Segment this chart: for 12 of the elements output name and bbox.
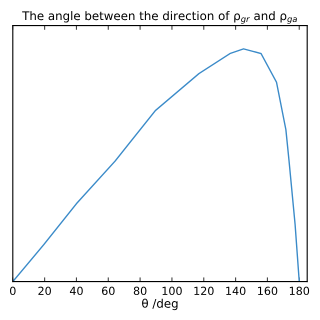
x-axis-title: θ /deg — [142, 298, 178, 310]
x-tick-label: 120 — [194, 286, 214, 296]
x-tick-label: 160 — [258, 286, 278, 296]
x-tick-label: 40 — [70, 286, 83, 296]
x-tick-label: 180 — [290, 286, 310, 296]
x-tick-label: 20 — [38, 286, 51, 296]
x-tick-label: 60 — [102, 286, 115, 296]
x-tick-label: 0 — [10, 286, 16, 296]
chart-title: The angle between the direction of ρ$_{gr}$ and ρ$_{ga}$ — [22, 11, 297, 24]
x-tick-label: 80 — [134, 286, 146, 296]
x-tick-label: 140 — [226, 286, 246, 296]
x-tick-label: 100 — [162, 286, 182, 296]
